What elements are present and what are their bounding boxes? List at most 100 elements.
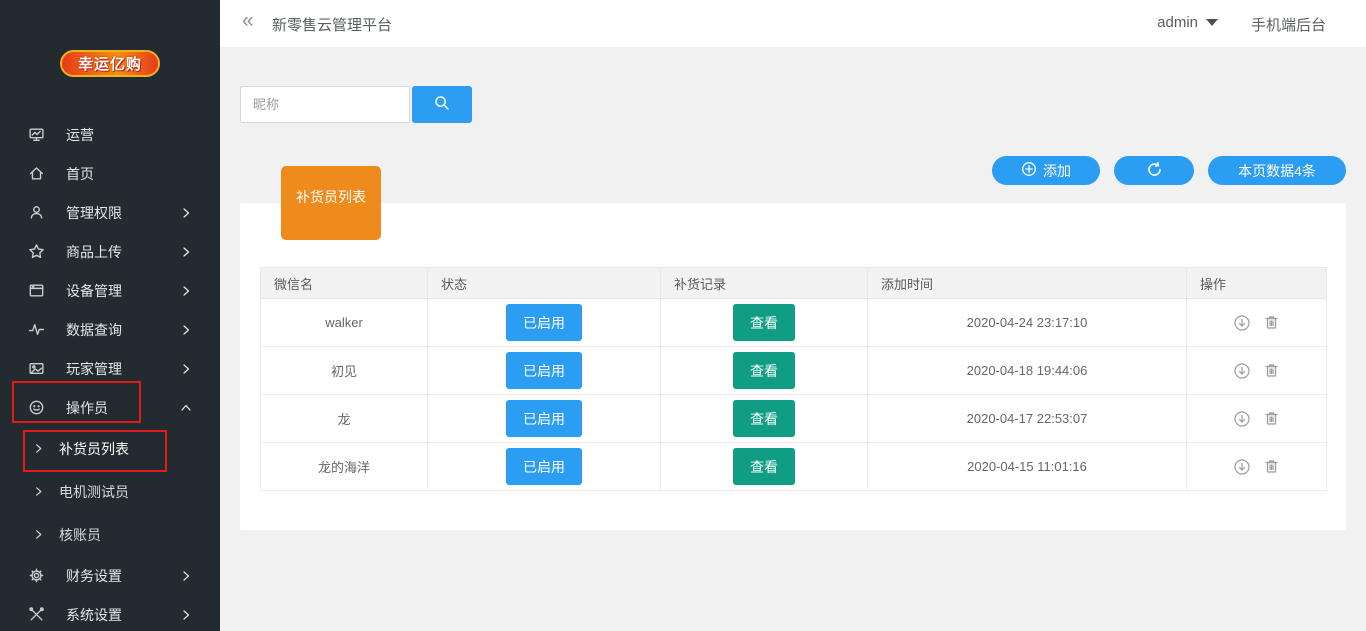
- tab-restocker-list[interactable]: 补货员列表: [281, 166, 381, 240]
- cell-wechat-name: walker: [260, 298, 428, 347]
- table-row: 龙 已启用 查看 2020-04-17 22:53:07: [260, 394, 1327, 443]
- cell-added-time: 2020-04-17 22:53:07: [867, 394, 1187, 443]
- chevron-right-icon: [180, 207, 192, 219]
- sidebar-menu: 运营 首页 管理权限 商品上传: [0, 115, 220, 631]
- chevron-right-icon: [33, 486, 44, 497]
- window-icon: [28, 282, 45, 299]
- gear-icon: [28, 567, 45, 584]
- refresh-icon: [1146, 161, 1163, 181]
- user-icon: [28, 204, 45, 221]
- sidebar-item-product-upload[interactable]: 商品上传: [0, 232, 220, 271]
- sidebar-subitem-label: 补货员列表: [59, 440, 129, 457]
- mobile-backend-link[interactable]: 手机端后台: [1250, 17, 1326, 34]
- page-title: 新零售云管理平台: [272, 17, 393, 34]
- sidebar-subitem-account-checker[interactable]: 核账员: [0, 513, 220, 556]
- status-enabled-button[interactable]: 已启用: [506, 400, 582, 437]
- download-icon[interactable]: [1233, 458, 1251, 476]
- column-header-added-time: 添加时间: [867, 267, 1187, 299]
- column-header-restock-record: 补货记录: [660, 267, 868, 299]
- table-row: 初见 已启用 查看 2020-04-18 19:44:06: [260, 346, 1327, 395]
- sidebar-item-label: 系统设置: [66, 606, 122, 623]
- download-icon[interactable]: [1233, 314, 1251, 332]
- home-icon: [28, 165, 45, 182]
- search-button[interactable]: [412, 86, 472, 123]
- sidebar-item-player-management[interactable]: 玩家管理: [0, 349, 220, 388]
- top-header: « 新零售云管理平台 admin 手机端后台: [220, 0, 1366, 47]
- chevron-right-icon: [180, 570, 192, 582]
- sidebar-item-operations[interactable]: 运营: [0, 115, 220, 154]
- trash-icon[interactable]: [1263, 314, 1280, 331]
- sidebar-item-label: 数据查询: [66, 321, 122, 338]
- chevron-right-icon: [180, 324, 192, 336]
- user-menu[interactable]: admin: [1157, 14, 1218, 31]
- sidebar-item-data-query[interactable]: 数据查询: [0, 310, 220, 349]
- sidebar-item-label: 财务设置: [66, 567, 122, 584]
- page-count-button[interactable]: 本页数据4条: [1208, 156, 1346, 185]
- cell-wechat-name: 初见: [260, 346, 428, 395]
- chevron-right-icon: [33, 443, 44, 454]
- table-row: 龙的海洋 已启用 查看 2020-04-15 11:01:16: [260, 442, 1327, 491]
- sidebar-collapse-icon[interactable]: «: [242, 9, 254, 32]
- trash-icon[interactable]: [1263, 410, 1280, 427]
- sidebar-item-home[interactable]: 首页: [0, 154, 220, 193]
- user-name: admin: [1157, 14, 1198, 31]
- main-content: 补货员列表 添加 本页数据4条 微信名 状态 补货记录 添加时间 操作: [220, 47, 1366, 631]
- add-button[interactable]: 添加: [992, 156, 1100, 185]
- sidebar-item-label: 首页: [66, 165, 94, 182]
- star-icon: [28, 243, 45, 260]
- column-header-actions: 操作: [1186, 267, 1327, 299]
- sidebar-item-label: 设备管理: [66, 282, 122, 299]
- sidebar-item-operators[interactable]: 操作员: [0, 388, 220, 427]
- table-row: walker 已启用 查看 2020-04-24 23:17:10: [260, 298, 1327, 347]
- list-card: 微信名 状态 补货记录 添加时间 操作 walker 已启用 查看 2020-0…: [240, 203, 1346, 530]
- chevron-right-icon: [180, 609, 192, 621]
- download-icon[interactable]: [1233, 410, 1251, 428]
- trash-icon[interactable]: [1263, 458, 1280, 475]
- tools-icon: [28, 606, 45, 623]
- status-enabled-button[interactable]: 已启用: [506, 304, 582, 341]
- sidebar-item-finance-settings[interactable]: 财务设置: [0, 556, 220, 595]
- plus-circle-icon: [1021, 161, 1037, 180]
- status-enabled-button[interactable]: 已启用: [506, 448, 582, 485]
- caret-down-icon: [1206, 19, 1218, 26]
- column-header-wechat-name: 微信名: [260, 267, 428, 299]
- sidebar-item-system-settings[interactable]: 系统设置: [0, 595, 220, 631]
- sidebar-item-device-management[interactable]: 设备管理: [0, 271, 220, 310]
- sidebar: 幸运亿购 运营 首页 管理权限: [0, 0, 220, 631]
- sidebar-item-label: 运营: [66, 126, 94, 143]
- cell-wechat-name: 龙的海洋: [260, 442, 428, 491]
- brand-logo: 幸运亿购: [60, 50, 160, 77]
- view-record-button[interactable]: 查看: [733, 352, 795, 389]
- chevron-right-icon: [33, 529, 44, 540]
- column-header-status: 状态: [427, 267, 661, 299]
- view-record-button[interactable]: 查看: [733, 400, 795, 437]
- view-record-button[interactable]: 查看: [733, 448, 795, 485]
- search-input[interactable]: [240, 86, 410, 123]
- sidebar-subitem-restocker-list[interactable]: 补货员列表: [0, 427, 220, 470]
- sidebar-item-label: 玩家管理: [66, 360, 122, 377]
- sidebar-subitem-label: 核账员: [59, 526, 101, 543]
- view-record-button[interactable]: 查看: [733, 304, 795, 341]
- sidebar-subitem-label: 电机测试员: [59, 483, 129, 500]
- cell-added-time: 2020-04-24 23:17:10: [867, 298, 1187, 347]
- brand-logo-text: 幸运亿购: [77, 56, 142, 73]
- page-count-label: 本页数据4条: [1238, 162, 1316, 179]
- tab-label: 补货员列表: [296, 189, 366, 205]
- sidebar-item-admin-rights[interactable]: 管理权限: [0, 193, 220, 232]
- restocker-table: 微信名 状态 补货记录 添加时间 操作 walker 已启用 查看 2020-0…: [260, 267, 1327, 491]
- picture-icon: [28, 360, 45, 377]
- refresh-button[interactable]: [1114, 156, 1194, 185]
- status-enabled-button[interactable]: 已启用: [506, 352, 582, 389]
- cell-added-time: 2020-04-18 19:44:06: [867, 346, 1187, 395]
- sidebar-subitem-motor-tester[interactable]: 电机测试员: [0, 470, 220, 513]
- sidebar-item-label: 商品上传: [66, 243, 122, 260]
- chevron-right-icon: [180, 363, 192, 375]
- download-icon[interactable]: [1233, 362, 1251, 380]
- trash-icon[interactable]: [1263, 362, 1280, 379]
- search-icon: [432, 93, 452, 116]
- smiley-icon: [28, 399, 45, 416]
- chevron-up-icon: [180, 402, 192, 414]
- chevron-right-icon: [180, 246, 192, 258]
- table-header-row: 微信名 状态 补货记录 添加时间 操作: [260, 267, 1327, 299]
- chevron-right-icon: [180, 285, 192, 297]
